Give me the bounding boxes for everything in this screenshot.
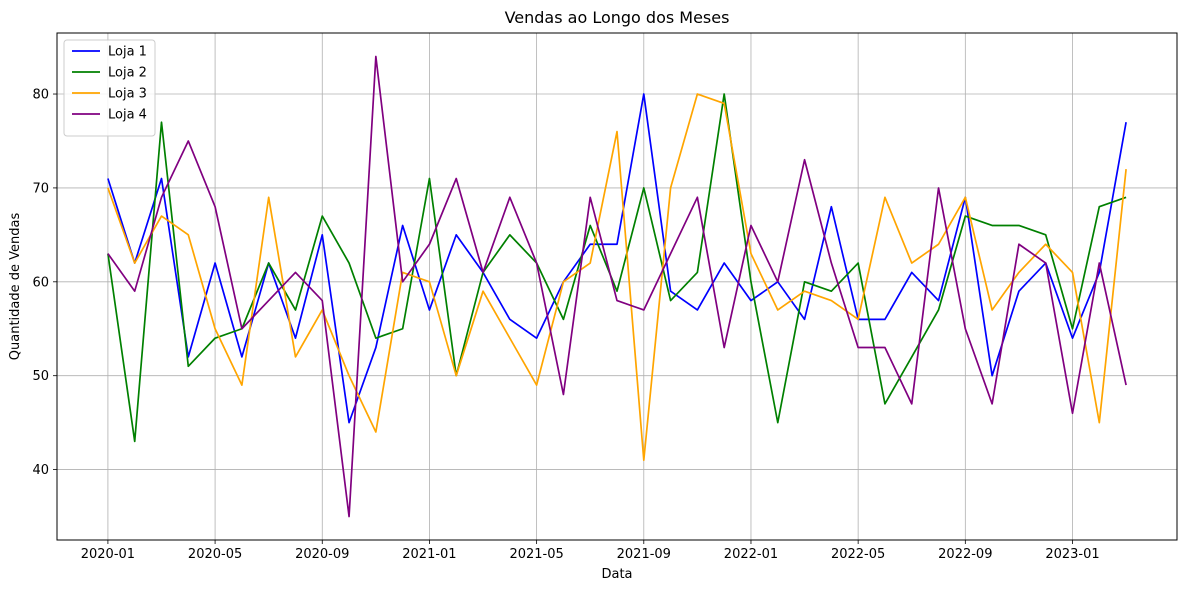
- series-line-2: [107, 93, 1127, 443]
- series-lines: [107, 55, 1127, 518]
- x-tick-label: 2021-01: [402, 547, 456, 562]
- chart-title: Vendas ao Longo dos Meses: [505, 8, 730, 27]
- legend-label: Loja 4: [108, 108, 147, 123]
- x-tick-label: 2022-05: [831, 547, 885, 562]
- series-line-1: [107, 93, 1127, 424]
- legend-label: Loja 2: [108, 66, 147, 81]
- y-axis-ticks: 40 50 60 70 80: [32, 88, 57, 478]
- y-axis-label: Quantidade de Vendas: [8, 213, 23, 361]
- y-tick-label: 70: [32, 181, 49, 196]
- x-tick-label: 2021-05: [509, 547, 563, 562]
- legend-label: Loja 3: [108, 87, 147, 102]
- y-tick-label: 60: [32, 275, 49, 290]
- x-tick-label: 2022-01: [724, 547, 778, 562]
- x-axis-ticks: 2020-01 2020-05 2020-09 2021-01 2021-05 2021-…: [81, 540, 1100, 562]
- series-line-3: [107, 93, 1127, 462]
- legend-box: [63, 39, 156, 137]
- y-tick-label: 40: [32, 463, 49, 478]
- x-tick-label: 2022-09: [938, 547, 992, 562]
- x-axis-label: Data: [601, 567, 632, 582]
- x-tick-label: 2020-05: [188, 547, 242, 562]
- y-tick-label: 50: [32, 369, 49, 384]
- x-tick-label: 2023-01: [1045, 547, 1099, 562]
- x-tick-label: 2021-09: [617, 547, 671, 562]
- x-tick-label: 2020-01: [81, 547, 135, 562]
- x-tick-label: 2020-09: [295, 547, 349, 562]
- y-tick-label: 80: [32, 88, 49, 103]
- plot-area-frame: [56, 32, 1178, 541]
- series-line-4: [107, 55, 1127, 518]
- legend: Loja 1 Loja 2 Loja 3 Loja 4: [63, 39, 156, 137]
- legend-label: Loja 1: [108, 45, 147, 60]
